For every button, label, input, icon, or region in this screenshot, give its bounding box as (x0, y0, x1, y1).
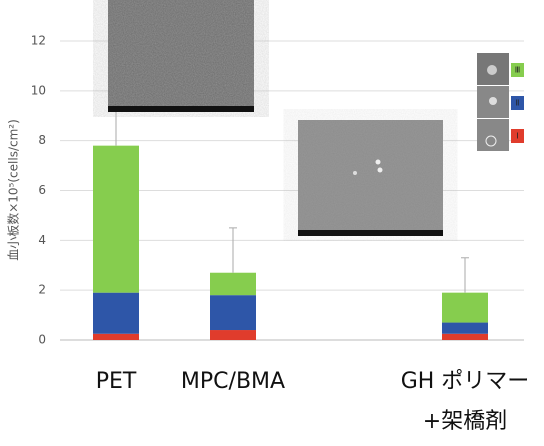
bar-segment (93, 145, 139, 293)
legend-label: Ⅱ (516, 99, 520, 108)
legend-swatch (511, 129, 524, 143)
bar-segment (442, 322, 488, 334)
platelet (377, 167, 383, 173)
y-tick-label: 8 (38, 133, 46, 147)
scale-strip (298, 230, 443, 236)
y-tick-label: 12 (31, 34, 46, 48)
x-tick-label: PET (96, 369, 137, 394)
x-tick-label: MPC/BMA (181, 369, 285, 394)
sem-texture (298, 120, 443, 230)
y-tick-label: 2 (38, 283, 46, 297)
bar-segment (93, 292, 139, 334)
thumb-1 (477, 119, 509, 151)
platelet (353, 171, 357, 175)
legend-label: Ⅲ (515, 66, 521, 75)
platelet (487, 65, 497, 75)
y-tick-label: 6 (38, 183, 46, 197)
legend: Ⅰ Ⅱ Ⅲ (511, 63, 524, 143)
platelet (375, 159, 381, 165)
legend-swatch (511, 96, 524, 110)
legend-swatch (511, 63, 524, 77)
bar-segment (210, 295, 256, 331)
y-tick-label: 4 (38, 233, 46, 247)
bar-segment (442, 333, 488, 340)
sem-images (108, 0, 509, 236)
y-axis-label: 血小板数×10⁵(cells/cm²) (6, 119, 21, 261)
plot-area: 0 2 4 6 8 10 12 PET MPC/BMA GH ポリマー +架橋剤 (31, 34, 530, 435)
y-tick-label: 0 (38, 333, 46, 347)
platelet (485, 135, 497, 147)
bar-segment (210, 272, 256, 296)
bar-segment (93, 333, 139, 340)
x-tick-label: GH ポリマー (401, 369, 530, 394)
bar-segment (210, 330, 256, 340)
y-tick-label: 10 (31, 83, 46, 97)
sem-texture (108, 0, 254, 106)
legend-label: Ⅰ (516, 132, 518, 141)
platelet (489, 97, 497, 105)
x-tick-label: +架橋剤 (423, 409, 507, 434)
bar-segment (442, 292, 488, 323)
scale-strip (108, 106, 254, 112)
